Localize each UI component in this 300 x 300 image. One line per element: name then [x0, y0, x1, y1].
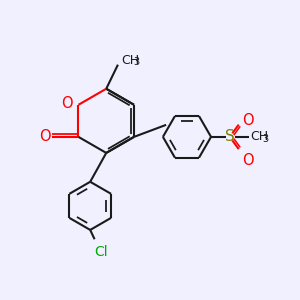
Text: 3: 3 [133, 57, 139, 68]
Text: O: O [242, 113, 254, 128]
Text: Cl: Cl [94, 244, 108, 259]
Text: O: O [39, 129, 51, 144]
Text: 3: 3 [262, 134, 268, 144]
Text: O: O [61, 96, 73, 111]
Text: CH: CH [121, 54, 139, 67]
Text: CH: CH [250, 130, 268, 143]
Text: O: O [242, 153, 254, 168]
Text: S: S [225, 129, 235, 144]
